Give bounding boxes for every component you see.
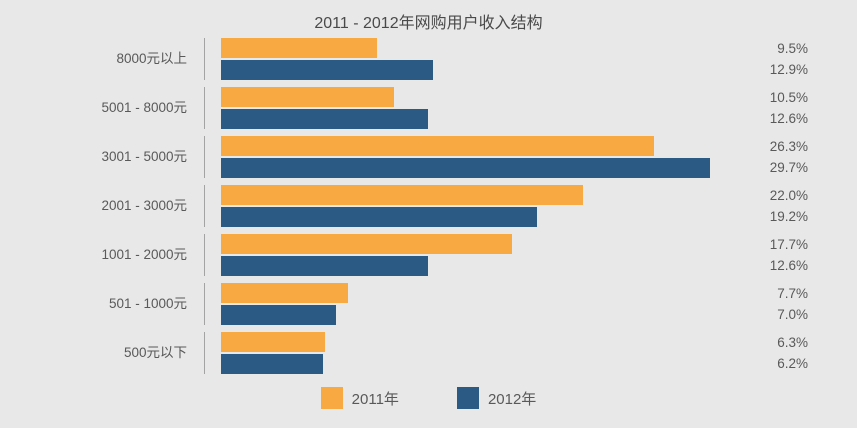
category-label: 8000元以上 [116, 51, 187, 66]
chart-title: 2011 - 2012年网购用户收入结构 [314, 15, 543, 32]
value-labels: 17.7% 12.6% [770, 234, 808, 276]
chart-row: 1001 - 2000元 17.7% 12.6% [0, 234, 857, 276]
bar-2012 [221, 109, 429, 129]
bar-2012 [221, 158, 710, 178]
bar-2011 [221, 185, 583, 205]
bar-2012 [221, 256, 429, 276]
bar-group [205, 283, 857, 325]
value-label-2011: 26.3% [769, 139, 808, 154]
chart-row: 5001 - 8000元 10.5% 12.6% [0, 87, 857, 129]
chart-row: 500元以下 6.3% 6.2% [0, 332, 857, 374]
chart-row: 2001 - 3000元 22.0% 19.2% [0, 185, 857, 227]
bar-group [205, 234, 857, 276]
value-label-2011: 6.3% [777, 335, 808, 350]
legend-label-2011: 2011年 [351, 390, 399, 408]
axis-tick-segment [204, 87, 205, 129]
chart-plot-area: 8000元以上 9.5% 12.9% 5001 - 8000元 10.5% 12.6% 30… [0, 38, 857, 374]
bar-2012 [221, 207, 537, 227]
bar-group [205, 87, 857, 129]
legend-item-2011: 2011年 [320, 387, 399, 409]
bar-2011 [221, 38, 378, 58]
value-label-2011: 22.0% [769, 188, 808, 203]
value-label-2012: 12.6% [769, 111, 808, 126]
axis-tick-segment [204, 136, 205, 178]
chart-row: 501 - 1000元 7.7% 7.0% [0, 283, 857, 325]
legend-swatch-2012 [456, 387, 479, 409]
value-labels: 7.7% 7.0% [777, 283, 808, 325]
axis-tick-segment [204, 332, 205, 374]
axis-tick-segment [204, 234, 205, 276]
chart-legend: 2011年 2012年 [0, 387, 857, 409]
bar-2012 [221, 305, 337, 325]
bar-2011 [221, 234, 513, 254]
chart-row: 8000元以上 9.5% 12.9% [0, 38, 857, 80]
bar-2012 [221, 354, 323, 374]
category-label: 3001 - 5000元 [101, 149, 187, 164]
category-label: 1001 - 2000元 [101, 247, 187, 262]
axis-tick-segment [204, 185, 205, 227]
bar-2011 [221, 332, 325, 352]
value-labels: 26.3% 29.7% [770, 136, 808, 178]
value-labels: 22.0% 19.2% [770, 185, 808, 227]
category-label: 500元以下 [123, 345, 187, 360]
value-label-2012: 6.2% [777, 356, 808, 371]
legend-swatch-2011 [320, 387, 343, 409]
axis-tick-segment [204, 38, 205, 80]
value-label-2011: 7.7% [777, 286, 808, 301]
value-label-2012: 12.6% [769, 258, 808, 273]
bar-2011 [221, 87, 394, 107]
bar-group [205, 185, 857, 227]
value-labels: 10.5% 12.6% [770, 87, 808, 129]
value-label-2012: 7.0% [777, 307, 808, 322]
bar-group [205, 136, 857, 178]
category-label: 501 - 1000元 [108, 296, 187, 311]
bar-2011 [221, 136, 654, 156]
value-label-2011: 10.5% [769, 90, 808, 105]
chart-row: 3001 - 5000元 26.3% 29.7% [0, 136, 857, 178]
value-label-2012: 12.9% [769, 62, 808, 77]
value-label-2012: 29.7% [769, 160, 808, 175]
value-labels: 6.3% 6.2% [777, 332, 808, 374]
value-label-2012: 19.2% [769, 209, 808, 224]
bar-group [205, 332, 857, 374]
axis-tick-segment [204, 283, 205, 325]
category-label: 2001 - 3000元 [101, 198, 187, 213]
bar-2011 [221, 283, 348, 303]
value-labels: 9.5% 12.9% [770, 38, 808, 80]
bar-group [205, 38, 857, 80]
category-label: 5001 - 8000元 [101, 100, 187, 115]
legend-item-2012: 2012年 [456, 387, 537, 409]
legend-label-2012: 2012年 [487, 390, 537, 408]
value-label-2011: 9.5% [777, 41, 808, 56]
value-label-2011: 17.7% [769, 237, 808, 252]
bar-2012 [221, 60, 434, 80]
